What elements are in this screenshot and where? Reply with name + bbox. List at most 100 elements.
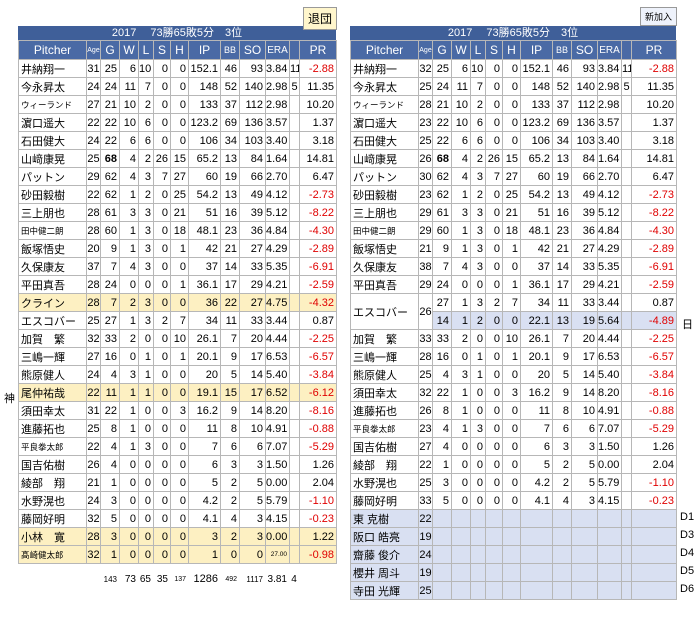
stat-so: 19 xyxy=(571,311,598,330)
stat-s: 2 xyxy=(153,311,171,330)
pitcher-name: 三嶋一輝 xyxy=(18,347,87,366)
stat-s: 0 xyxy=(153,95,171,114)
stat-w: 0 xyxy=(119,455,139,474)
pitcher-age: 29 xyxy=(418,203,433,222)
stat-h: 0 xyxy=(170,437,189,456)
total-s: 35 xyxy=(156,573,168,585)
stat-l: 3 xyxy=(138,239,154,258)
stat-so: 136 xyxy=(571,113,598,132)
pitcher-age: 32 xyxy=(86,329,101,348)
stat-extra xyxy=(289,329,300,348)
col-w: W xyxy=(451,40,471,60)
table-row: 石田健大 24 22 6 6 0 0 106 34 103 3.40 3.18 xyxy=(18,131,337,150)
pitcher-name: 平田真吾 xyxy=(350,275,419,294)
pitcher-age: 24 xyxy=(86,365,101,384)
stat-so: 0 xyxy=(239,545,266,564)
stat-g: 7 xyxy=(100,257,120,276)
stat-extra xyxy=(621,185,632,204)
pitcher-name: 石田健大 xyxy=(350,131,419,150)
stat-w: 1 xyxy=(119,437,139,456)
empty-cell xyxy=(597,581,622,600)
stat-pr: 0.87 xyxy=(631,293,677,312)
stat-era: 5.35 xyxy=(597,257,622,276)
stat-g: 14 xyxy=(432,311,452,330)
stat-extra xyxy=(621,221,632,240)
pitcher-age: 32 xyxy=(86,509,101,528)
pitcher-name: 平良拳太郎 xyxy=(350,419,419,438)
col-bb: BB xyxy=(552,40,572,60)
stat-era: 2.70 xyxy=(265,167,290,186)
stat-ip: 54.2 xyxy=(520,185,553,204)
stat-ip: 51 xyxy=(188,203,221,222)
pitcher-age: 32 xyxy=(418,383,433,402)
stat-bb: 3 xyxy=(220,455,240,474)
stat-bb: 13 xyxy=(552,185,572,204)
stat-bb: 2 xyxy=(220,491,240,510)
stat-extra xyxy=(621,329,632,348)
pitcher-name: パットン xyxy=(18,167,87,186)
total-ip: 1286 xyxy=(193,573,218,585)
stat-l: 2 xyxy=(138,185,154,204)
stat-l: 3 xyxy=(138,311,154,330)
col-g: G xyxy=(432,40,452,60)
stat-h: 10 xyxy=(502,329,521,348)
stat-g: 33 xyxy=(100,329,120,348)
table-row: 綾部 翔 21 1 0 0 0 0 5 2 5 0.00 2.04 xyxy=(18,473,337,492)
pitcher-age: 23 xyxy=(418,113,433,132)
stat-s: 0 xyxy=(153,455,171,474)
stat-so: 27 xyxy=(239,293,266,312)
stat-ip: 7 xyxy=(520,419,553,438)
stat-w: 1 xyxy=(451,419,471,438)
empty-cell xyxy=(552,563,572,582)
stat-bb: 2 xyxy=(552,455,572,474)
stat-so: 29 xyxy=(571,275,598,294)
stat-l: 1 xyxy=(138,347,154,366)
stat-bb: 9 xyxy=(220,347,240,366)
stat-h: 0 xyxy=(170,131,189,150)
stat-l: 3 xyxy=(470,203,486,222)
stat-s: 0 xyxy=(485,329,503,348)
stat-s: 0 xyxy=(153,275,171,294)
stat-h: 0 xyxy=(502,437,521,456)
pitcher-name: 久保康友 xyxy=(350,257,419,276)
pitcher-name: 濵口遥大 xyxy=(350,113,419,132)
stat-era: 5.35 xyxy=(265,257,290,276)
empty-cell xyxy=(502,545,521,564)
stat-bb: 9 xyxy=(552,383,572,402)
stat-so: 33 xyxy=(571,293,598,312)
stat-ip: 37 xyxy=(188,257,221,276)
stat-extra xyxy=(621,149,632,168)
stat-w: 4 xyxy=(451,167,471,186)
stat-g: 9 xyxy=(432,239,452,258)
empty-cell xyxy=(502,563,521,582)
stat-g: 16 xyxy=(432,347,452,366)
stat-extra xyxy=(289,275,300,294)
table-row: 飯塚悟史 21 9 1 3 0 1 42 21 27 4.29 -2.89 xyxy=(350,239,677,258)
stat-extra: 11 xyxy=(621,59,632,78)
pitcher-age: 27 xyxy=(86,347,101,366)
stat-pr: -0.98 xyxy=(299,545,337,564)
stat-w: 0 xyxy=(119,473,139,492)
right-column-headers: Pitcher Age G W L S H IP BB SO ERA PR xyxy=(350,40,677,60)
stat-so: 17 xyxy=(239,347,266,366)
empty-cell xyxy=(451,581,471,600)
stat-era: 3.44 xyxy=(597,293,622,312)
stat-h: 0 xyxy=(170,419,189,438)
stat-w: 3 xyxy=(119,203,139,222)
totals-label-cell xyxy=(18,570,100,588)
stat-l: 6 xyxy=(138,131,154,150)
stat-ip: 123.2 xyxy=(520,113,553,132)
stat-h: 1 xyxy=(502,347,521,366)
stat-era: 4.15 xyxy=(265,509,290,528)
stat-w: 1 xyxy=(119,383,139,402)
table-row: 今永昇太 25 24 11 7 0 0 148 52 140 2.98 5 11.35 xyxy=(350,77,677,96)
stat-l: 3 xyxy=(470,419,486,438)
stat-s: 0 xyxy=(153,203,171,222)
empty-cell xyxy=(451,563,471,582)
stat-era: 4.29 xyxy=(265,239,290,258)
pitcher-age: 24 xyxy=(86,131,101,150)
stat-h: 0 xyxy=(170,545,189,564)
stat-era: 2.70 xyxy=(597,167,622,186)
stat-g: 4 xyxy=(100,365,120,384)
